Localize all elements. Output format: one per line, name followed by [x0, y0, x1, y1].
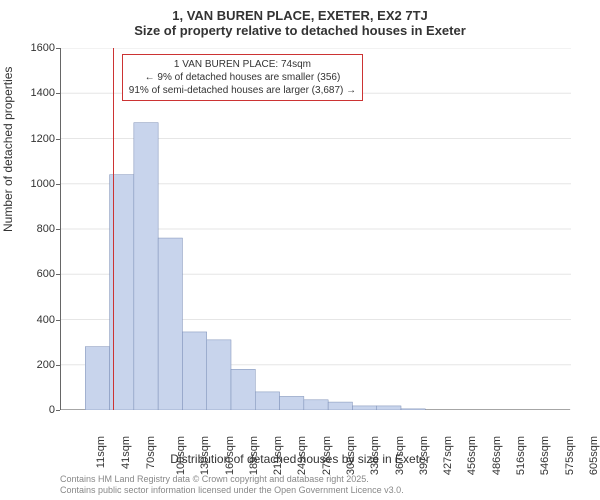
- chart-svg: [61, 48, 571, 410]
- annotation-line3: 91% of semi-detached houses are larger (…: [129, 84, 356, 97]
- histogram-bar: [255, 392, 279, 410]
- y-tick-label: 1600: [15, 42, 55, 54]
- histogram-bar: [207, 340, 231, 410]
- y-tick-label: 1000: [15, 178, 55, 190]
- chart-title-sub: Size of property relative to detached ho…: [0, 23, 600, 42]
- y-tick-mark: [56, 229, 60, 230]
- plot-area: [60, 48, 570, 410]
- x-tick-label: 219sqm: [272, 436, 284, 475]
- x-tick-label: 278sqm: [321, 436, 333, 475]
- x-tick-label: 70sqm: [145, 436, 157, 469]
- bars-group: [85, 123, 425, 410]
- y-tick-label: 200: [15, 359, 55, 371]
- x-tick-label: 160sqm: [224, 436, 236, 475]
- x-tick-label: 338sqm: [369, 436, 381, 475]
- x-tick-label: 189sqm: [248, 436, 260, 475]
- x-tick-label: 605sqm: [588, 436, 600, 475]
- histogram-bar: [280, 396, 304, 410]
- y-tick-label: 0: [15, 404, 55, 416]
- histogram-chart: 1, VAN BUREN PLACE, EXETER, EX2 7TJ Size…: [0, 0, 600, 500]
- x-tick-label: 456sqm: [467, 436, 479, 475]
- y-tick-mark: [56, 139, 60, 140]
- histogram-bar: [182, 332, 206, 410]
- y-tick-mark: [56, 274, 60, 275]
- x-tick-label: 41sqm: [120, 436, 132, 469]
- x-tick-label: 397sqm: [418, 436, 430, 475]
- x-tick-label: 575sqm: [564, 436, 576, 475]
- x-tick-label: 486sqm: [491, 436, 503, 475]
- x-tick-label: 427sqm: [442, 436, 454, 475]
- annotation-line2: ← 9% of detached houses are smaller (356…: [129, 71, 356, 84]
- attribution-line1: Contains HM Land Registry data © Crown c…: [60, 474, 404, 485]
- y-tick-label: 400: [15, 314, 55, 326]
- y-tick-mark: [56, 93, 60, 94]
- x-tick-label: 308sqm: [345, 436, 357, 475]
- histogram-bar: [85, 347, 109, 410]
- chart-title-main: 1, VAN BUREN PLACE, EXETER, EX2 7TJ: [0, 0, 600, 23]
- histogram-bar: [231, 369, 255, 410]
- y-axis-label: Number of detached properties: [1, 67, 15, 232]
- histogram-bar: [304, 400, 328, 410]
- attribution-line2: Contains public sector information licen…: [60, 485, 404, 496]
- y-tick-label: 1400: [15, 87, 55, 99]
- attribution: Contains HM Land Registry data © Crown c…: [60, 474, 404, 496]
- marker-line: [113, 48, 114, 410]
- annotation-line1: 1 VAN BUREN PLACE: 74sqm: [129, 58, 356, 71]
- histogram-bar: [352, 406, 376, 410]
- y-tick-mark: [56, 410, 60, 411]
- y-tick-label: 1200: [15, 133, 55, 145]
- x-tick-label: 249sqm: [297, 436, 309, 475]
- x-tick-label: 100sqm: [175, 436, 187, 475]
- x-tick-label: 516sqm: [515, 436, 527, 475]
- y-tick-label: 800: [15, 223, 55, 235]
- x-tick-label: 11sqm: [95, 436, 107, 468]
- histogram-bar: [134, 123, 158, 410]
- histogram-bar: [158, 238, 182, 410]
- x-tick-label: 546sqm: [539, 436, 551, 475]
- y-tick-mark: [56, 365, 60, 366]
- histogram-bar: [377, 406, 401, 410]
- x-tick-label: 130sqm: [199, 436, 211, 475]
- annotation-box: 1 VAN BUREN PLACE: 74sqm ← 9% of detache…: [122, 54, 363, 101]
- histogram-bar: [401, 409, 425, 410]
- y-tick-mark: [56, 184, 60, 185]
- histogram-bar: [328, 402, 352, 410]
- y-tick-mark: [56, 48, 60, 49]
- y-tick-mark: [56, 320, 60, 321]
- x-tick-label: 367sqm: [394, 436, 406, 475]
- y-tick-label: 600: [15, 268, 55, 280]
